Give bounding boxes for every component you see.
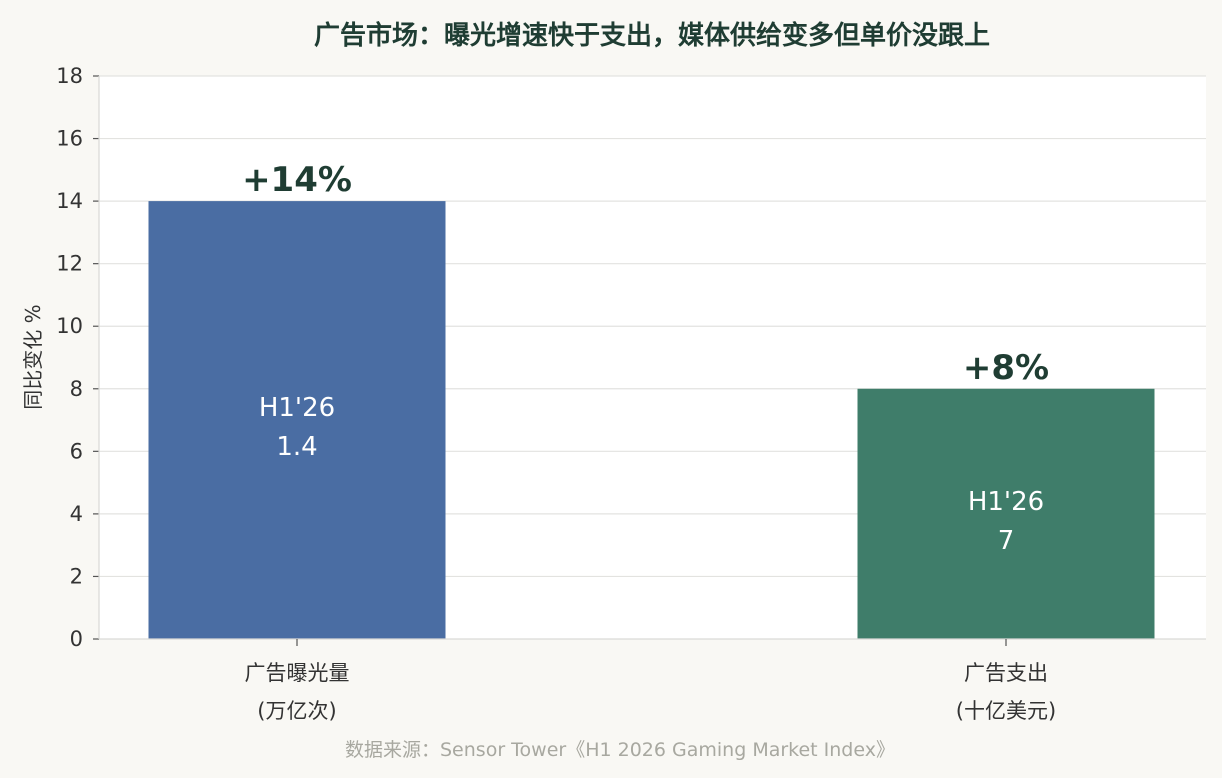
x-category-unit: (十亿美元)	[956, 699, 1056, 723]
y-axis-label: 同比变化 %	[21, 304, 45, 409]
y-tick-label: 0	[70, 627, 83, 651]
y-tick-label: 14	[56, 189, 83, 213]
chart-title: 广告市场：曝光增速快于支出，媒体供给变多但单价没跟上	[314, 20, 990, 51]
labels: +14% H1'26 1.4 广告曝光量 (万亿次) +8% H1'26 7 广告支出 (十亿美元…	[242, 160, 1056, 723]
y-tick-label: 4	[70, 502, 83, 526]
x-category-unit: (万亿次)	[257, 699, 336, 723]
y-tick-label: 2	[70, 564, 83, 588]
bar-2	[857, 388, 1155, 639]
bar-value-label: +14%	[242, 160, 352, 200]
bar-absolute-value: 1.4	[276, 432, 317, 462]
bar-value-label: +8%	[963, 348, 1049, 388]
y-tick-label: 12	[56, 252, 83, 276]
bars	[148, 201, 1155, 639]
axes: 0 2 4 6 8 10 12 14 16 18	[56, 64, 1206, 651]
y-tick-label: 10	[56, 314, 83, 338]
bar-1	[148, 201, 446, 639]
bar-absolute-value: 7	[998, 526, 1015, 556]
bar-period-label: H1'26	[968, 487, 1044, 517]
x-category-label: 广告支出	[964, 661, 1048, 685]
y-tick-label: 16	[56, 127, 83, 151]
source-note: 数据来源：Sensor Tower《H1 2026 Gaming Market …	[345, 739, 895, 761]
y-tick-label: 8	[70, 377, 83, 401]
x-category-label: 广告曝光量	[245, 661, 350, 685]
y-tick-label: 18	[56, 64, 83, 88]
bar-period-label: H1'26	[259, 393, 335, 423]
y-tick-label: 6	[70, 439, 83, 463]
